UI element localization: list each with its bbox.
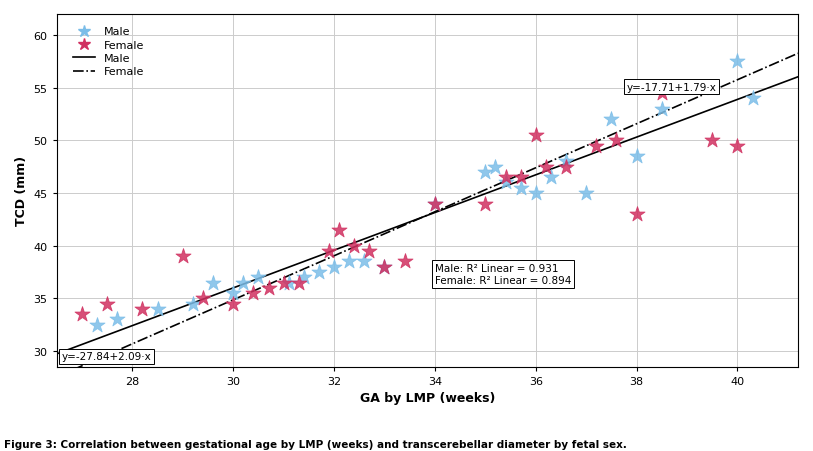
- Point: [610, 138, 623, 145]
- Point: [90, 321, 103, 328]
- Point: [343, 258, 356, 266]
- Point: [529, 190, 542, 197]
- Point: [207, 279, 220, 286]
- Point: [298, 274, 311, 281]
- Point: [479, 201, 492, 208]
- Point: [333, 227, 346, 234]
- Point: [499, 179, 512, 187]
- Point: [323, 248, 336, 255]
- Point: [605, 116, 618, 124]
- Legend: Male, Female, Male, Female: Male, Female, Male, Female: [70, 24, 148, 81]
- Point: [489, 164, 502, 171]
- Point: [186, 300, 199, 308]
- Point: [589, 143, 602, 150]
- Point: [539, 164, 552, 171]
- Point: [499, 174, 512, 181]
- Point: [529, 132, 542, 139]
- Point: [277, 279, 290, 286]
- Point: [731, 143, 744, 150]
- Point: [282, 279, 295, 286]
- Point: [746, 96, 759, 103]
- Point: [227, 300, 240, 308]
- Point: [262, 285, 275, 292]
- Point: [479, 169, 492, 176]
- Text: y=-27.84+2.09·x: y=-27.84+2.09·x: [62, 352, 151, 362]
- Point: [136, 306, 149, 313]
- Point: [358, 258, 371, 266]
- Text: y=-17.71+1.79·x: y=-17.71+1.79·x: [627, 83, 716, 92]
- Point: [237, 279, 250, 286]
- Point: [378, 263, 391, 271]
- Point: [706, 138, 719, 145]
- Point: [312, 269, 325, 276]
- Point: [197, 295, 210, 302]
- Point: [655, 90, 668, 97]
- X-axis label: GA by LMP (weeks): GA by LMP (weeks): [359, 391, 495, 405]
- Point: [428, 201, 441, 208]
- Point: [378, 263, 391, 271]
- Y-axis label: TCD (mm): TCD (mm): [15, 156, 28, 226]
- Point: [101, 300, 114, 308]
- Point: [227, 290, 240, 297]
- Point: [731, 59, 744, 66]
- Point: [559, 158, 572, 166]
- Point: [559, 164, 572, 171]
- Point: [328, 263, 341, 271]
- Point: [252, 274, 265, 281]
- Point: [580, 190, 593, 197]
- Point: [514, 174, 527, 181]
- Point: [247, 290, 260, 297]
- Point: [363, 248, 376, 255]
- Point: [398, 258, 411, 266]
- Point: [76, 311, 89, 318]
- Text: Figure 3: Correlation between gestational age by LMP (weeks) and transcerebellar: Figure 3: Correlation between gestationa…: [4, 439, 627, 449]
- Point: [545, 174, 558, 181]
- Point: [630, 211, 643, 218]
- Point: [630, 153, 643, 161]
- Point: [348, 243, 361, 250]
- Point: [428, 201, 441, 208]
- Point: [706, 85, 719, 92]
- Text: Male: R² Linear = 0.931
Female: R² Linear = 0.894: Male: R² Linear = 0.931 Female: R² Linea…: [435, 263, 572, 285]
- Point: [111, 316, 124, 323]
- Point: [655, 106, 668, 113]
- Point: [514, 185, 527, 192]
- Point: [151, 306, 164, 313]
- Point: [292, 279, 305, 286]
- Point: [176, 253, 189, 260]
